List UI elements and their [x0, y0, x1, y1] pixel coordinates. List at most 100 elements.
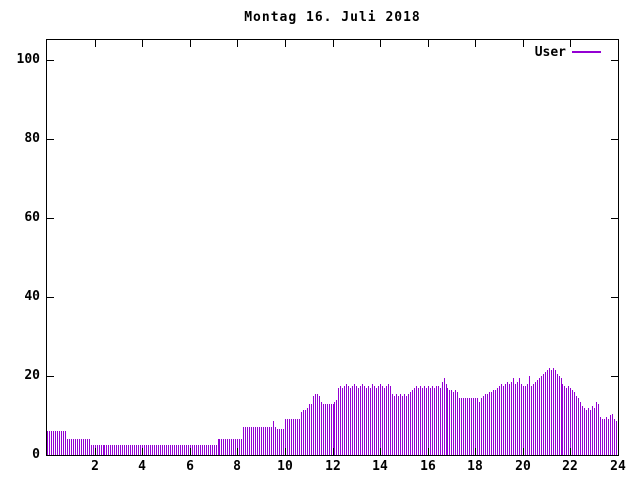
bar [216, 445, 217, 455]
bar [340, 386, 341, 455]
tick-mark [47, 455, 54, 456]
bar [568, 386, 569, 455]
bar [164, 445, 165, 455]
bar [263, 427, 264, 455]
bar [269, 427, 270, 455]
bar [168, 445, 169, 455]
bar [610, 415, 611, 455]
bar [277, 429, 278, 455]
bar [69, 439, 70, 455]
bar [507, 382, 508, 455]
bar [55, 431, 56, 455]
bar [327, 404, 328, 455]
bar [237, 439, 238, 455]
bar [338, 388, 339, 455]
bar [416, 386, 417, 455]
bar [438, 386, 439, 455]
bar [67, 439, 68, 455]
bar [61, 431, 62, 455]
tick-mark [611, 297, 618, 298]
bar [509, 384, 510, 455]
bar [261, 427, 262, 455]
bar [51, 431, 52, 455]
bar [245, 427, 246, 455]
bar [283, 429, 284, 455]
bar [160, 445, 161, 455]
bar [590, 410, 591, 455]
x-tick-label: 16 [420, 459, 436, 474]
bar [219, 439, 220, 455]
bar [275, 427, 276, 455]
bar [436, 386, 437, 455]
bar [394, 396, 395, 455]
bar [513, 378, 514, 455]
y-tick-label: 80 [24, 131, 40, 146]
bar [578, 398, 579, 455]
bar [287, 419, 288, 455]
bar [180, 445, 181, 455]
tick-mark [570, 448, 571, 455]
tick-mark [611, 376, 618, 377]
bar [223, 439, 224, 455]
bar [451, 390, 452, 455]
bar [184, 445, 185, 455]
y-tick-label: 60 [24, 210, 40, 225]
bar [376, 388, 377, 455]
bar [402, 396, 403, 455]
bar [457, 392, 458, 455]
bar [378, 386, 379, 455]
bar [426, 388, 427, 455]
bar [214, 445, 215, 455]
bar [227, 439, 228, 455]
bar [463, 398, 464, 455]
bar [541, 376, 542, 455]
bar [144, 445, 145, 455]
bar [386, 386, 387, 455]
bar [176, 445, 177, 455]
tick-mark [142, 40, 143, 47]
bar [194, 445, 195, 455]
bar [523, 386, 524, 455]
x-tick-label: 18 [467, 459, 483, 474]
bar [146, 445, 147, 455]
bar [289, 419, 290, 455]
bar [473, 398, 474, 455]
chart-title: Montag 16. Juli 2018 [244, 10, 421, 25]
bar [372, 384, 373, 455]
bar [229, 439, 230, 455]
bar [564, 386, 565, 455]
tick-mark [95, 448, 96, 455]
tick-mark [237, 448, 238, 455]
bar [81, 439, 82, 455]
bar [489, 392, 490, 455]
bar [551, 370, 552, 455]
bar [73, 439, 74, 455]
bar [600, 417, 601, 455]
bar [566, 388, 567, 455]
bar [390, 386, 391, 455]
bar [594, 408, 595, 455]
bar [404, 394, 405, 455]
bar [547, 370, 548, 455]
bar [323, 404, 324, 455]
bar [561, 378, 562, 455]
bar [596, 402, 597, 455]
tick-mark [611, 218, 618, 219]
bar [47, 431, 48, 455]
bar [170, 445, 171, 455]
bar [557, 374, 558, 455]
bar [533, 384, 534, 455]
bar [400, 394, 401, 455]
bar [233, 439, 234, 455]
x-tick-label: 20 [515, 459, 531, 474]
bar [535, 382, 536, 455]
bar [315, 394, 316, 455]
bar [311, 404, 312, 455]
bar [297, 419, 298, 455]
y-tick-label: 40 [24, 289, 40, 304]
bar [497, 388, 498, 455]
bar [344, 386, 345, 455]
bar [253, 427, 254, 455]
bar [392, 394, 393, 455]
